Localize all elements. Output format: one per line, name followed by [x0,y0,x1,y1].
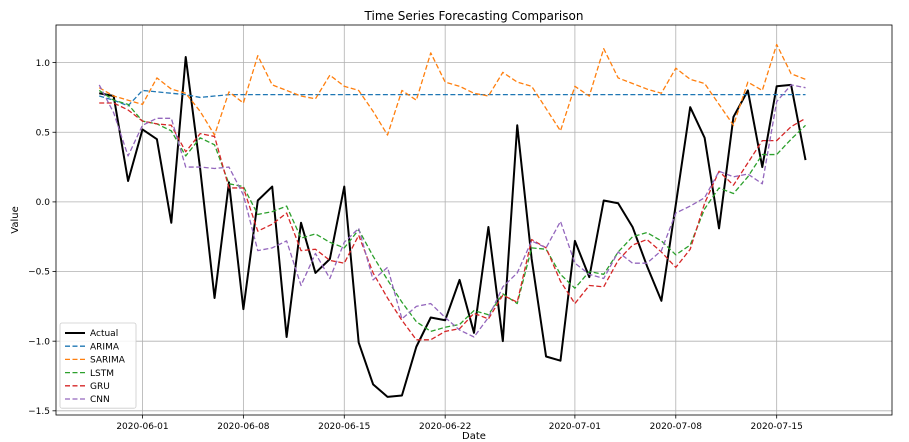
y-tick-label: 0.5 [36,128,50,138]
legend-label: SARIMA [90,356,126,366]
y-axis-label: Value [10,206,21,233]
series-lines [98,43,807,398]
y-tick-label: 0.0 [36,198,51,208]
x-tick-label: 2020-06-01 [116,422,168,432]
x-tick-label: 2020-06-08 [217,422,270,432]
legend-label: CNN [90,395,110,405]
series-line-cnn [98,84,806,338]
plot-frame [55,24,893,416]
chart-title: Time Series Forecasting Comparison [364,9,584,23]
legend-label: ARIMA [90,342,120,352]
legend-label: LSTM [90,369,114,379]
x-tick-label: 2020-07-01 [549,422,601,432]
y-tick-label: −0.5 [28,268,50,278]
x-tick-label: 2020-07-15 [751,422,803,432]
series-line-sarima [98,43,806,136]
series-line-lstm [98,89,806,333]
y-tick-label: −1.5 [28,407,50,417]
x-tick-label: 2020-06-15 [318,422,370,432]
series-line-arima [99,89,806,107]
x-tick-label: 2020-06-22 [419,422,471,432]
legend: Actual ARIMA SARIMA LSTM GRU CNN [59,322,137,409]
legend-box [59,322,137,409]
legend-label: Actual [90,329,118,339]
x-axis-label: Date [462,431,486,442]
series-line-gru [99,102,806,341]
legend-label: GRU [90,382,110,392]
series-line-actual [99,56,807,398]
x-tick-label: 2020-07-08 [650,422,703,432]
y-tick-label: −1.0 [28,337,50,347]
y-tick-label: 1.0 [36,59,51,69]
ticks: 2020-06-01 2020-06-08 2020-06-15 2020-06-22… [28,59,803,432]
